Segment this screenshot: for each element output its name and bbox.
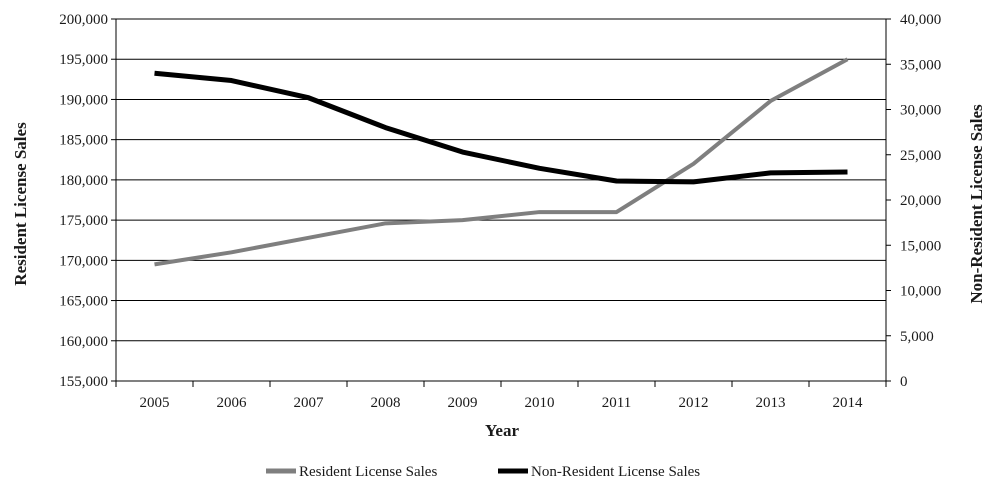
y2-tick-label: 0 [900,374,908,390]
y-tick-label: 200,000 [59,12,108,28]
y-tick-label: 180,000 [59,173,108,189]
legend-label-nonresident: Non-Resident License Sales [531,464,700,480]
y2-tick-label: 40,000 [900,12,941,28]
x-tick-label: 2007 [294,395,325,411]
x-tick-label: 2013 [756,395,786,411]
y-tick-label: 190,000 [59,92,108,108]
y2-tick-label: 15,000 [900,238,941,254]
y-tick-label: 170,000 [59,253,108,269]
legend-label-resident: Resident License Sales [299,464,437,480]
x-tick-label: 2008 [371,395,401,411]
x-axis-title: Year [485,421,519,440]
y-axis-title: Resident License Sales [11,122,30,286]
y-tick-label: 155,000 [59,374,108,390]
y2-axis-title: Non-Resident License Sales [967,104,986,304]
x-tick-label: 2011 [602,395,631,411]
y-tick-label: 165,000 [59,294,108,310]
axes [111,18,891,387]
x-tick-label: 2012 [679,395,709,411]
legend: Resident License Sales Non-Resident Lice… [266,464,700,480]
x-tick-label: 2010 [525,395,555,411]
y2-tick-label: 5,000 [900,329,934,345]
x-tick-label: 2005 [140,395,170,411]
y-tick-label: 175,000 [59,213,108,229]
y-tick-label: 160,000 [59,334,108,350]
x-tick-label: 2006 [217,395,248,411]
y-tick-label: 185,000 [59,133,108,149]
y2-tick-label: 35,000 [900,57,941,73]
series-line-nonresident [154,70,848,185]
y2-tick-label: 20,000 [900,193,941,209]
y2-tick-label: 25,000 [900,148,941,164]
x-tick-label: 2009 [448,395,478,411]
series-line-resident [154,57,849,267]
x-tick-label: 2014 [833,395,864,411]
y2-tick-label: 30,000 [900,103,941,119]
series-lines [154,57,849,267]
y2-tick-label: 10,000 [900,284,941,300]
tick-labels: 155,000 160,000 165,000 170,000 175,000 180,0… [59,12,941,411]
gridlines [116,18,886,342]
y-tick-label: 195,000 [59,52,108,68]
